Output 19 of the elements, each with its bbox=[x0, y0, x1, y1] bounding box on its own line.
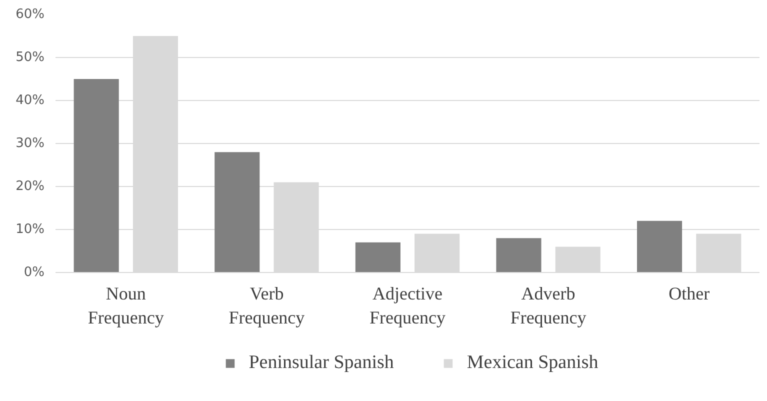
x-tick-label: Noun Frequency bbox=[88, 284, 164, 328]
y-tick-label: 20% bbox=[16, 179, 45, 194]
bar bbox=[355, 242, 400, 272]
legend-label: Mexican Spanish bbox=[466, 352, 598, 374]
x-tick-label: Other bbox=[668, 284, 710, 304]
bar bbox=[74, 79, 119, 272]
x-tick-label: Verb Frequency bbox=[228, 284, 305, 328]
y-tick-label: 40% bbox=[16, 93, 45, 108]
y-tick-label: 30% bbox=[16, 136, 45, 151]
y-tick-label: 0% bbox=[24, 265, 44, 280]
legend-label: Peninsular Spanish bbox=[248, 352, 394, 374]
bar bbox=[637, 220, 682, 272]
y-tick-label: 60% bbox=[16, 7, 45, 22]
y-tick-label: 10% bbox=[16, 222, 45, 237]
bar bbox=[214, 152, 260, 272]
y-tick-label: 50% bbox=[16, 50, 45, 65]
bar bbox=[496, 238, 542, 272]
x-tick-label: Adverb Frequency bbox=[510, 284, 586, 328]
x-tick-label: Adjective Frequency bbox=[370, 284, 446, 328]
